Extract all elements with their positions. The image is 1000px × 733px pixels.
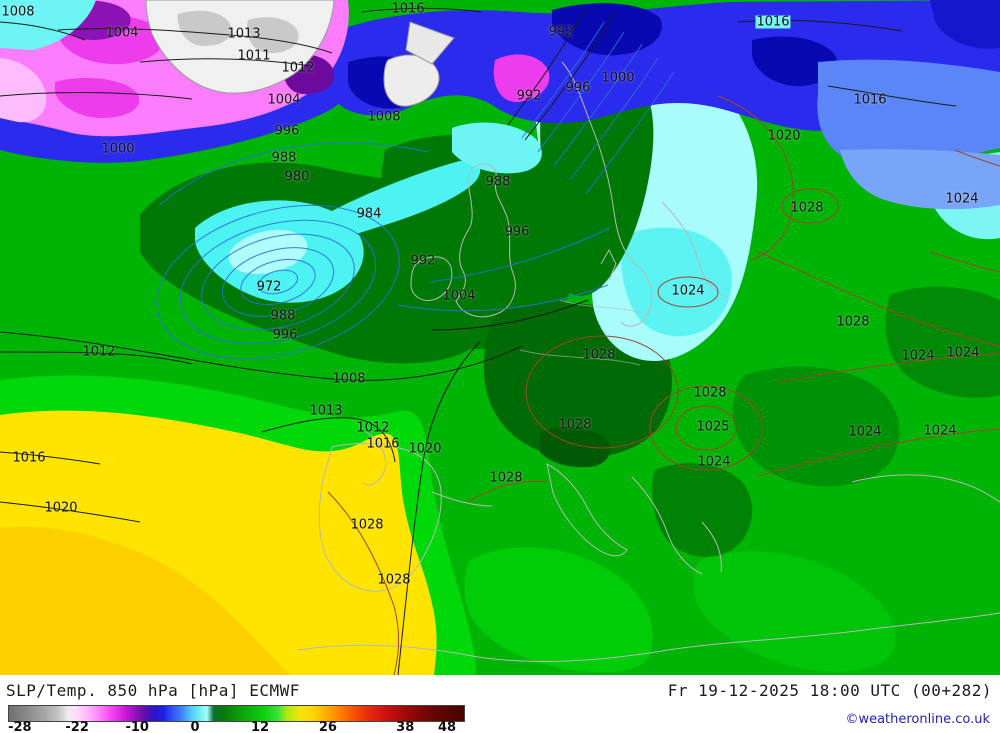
weather-map-image — [0, 0, 1000, 675]
colorbar-tick: 48 — [438, 720, 457, 733]
temperature-field — [0, 0, 1000, 675]
isobar-lines-red — [327, 95, 1000, 675]
colorbar-tick: 0 — [190, 720, 200, 733]
colorbar-tick: 26 — [318, 720, 337, 733]
copyright-link[interactable]: ©weatheronline.co.uk — [845, 712, 990, 727]
colorbar-tick: -22 — [65, 720, 89, 733]
colorbar-tick: 38 — [396, 720, 415, 733]
colorbar-tick: -10 — [125, 720, 149, 733]
colorbar — [8, 705, 465, 722]
isobar-lines-blue — [156, 21, 675, 360]
colorbar-tick: -28 — [8, 720, 32, 733]
product-title: SLP/Temp. 850 hPa [hPa] ECMWF — [6, 681, 300, 700]
colorbar-ticks: -28 -22 -10 0 12 26 38 48 — [8, 720, 463, 733]
colorbar-tick: 12 — [251, 720, 270, 733]
valid-datetime: Fr 19-12-2025 18:00 UTC (00+282) — [667, 681, 992, 700]
coastlines — [297, 61, 1000, 662]
footer-bar: SLP/Temp. 850 hPa [hPa] ECMWF Fr 19-12-2… — [0, 675, 1000, 733]
map-area: 1008 1004 1013 1011 1012 1016 992 996 1000 992 101… — [0, 0, 1000, 675]
